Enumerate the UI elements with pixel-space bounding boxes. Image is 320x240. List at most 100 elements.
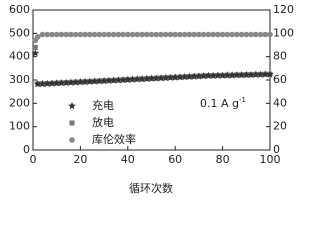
circle-marker [49, 31, 55, 38]
circle-marker [110, 31, 117, 38]
x-tick-label: 80 [216, 153, 230, 166]
circle-marker [115, 31, 122, 38]
y-tick-label: 500 [9, 26, 30, 39]
star-marker [31, 49, 40, 57]
star-marker [48, 79, 56, 87]
annotation-text: 0.1 A g [200, 97, 239, 110]
circle-marker [120, 31, 126, 38]
y2-tick-label: 60 [273, 73, 287, 86]
circle-marker [153, 31, 160, 38]
x-axis-label: 循环次数 [129, 181, 173, 195]
y2-tick-label: 20 [273, 120, 287, 133]
star-marker [71, 78, 80, 86]
star-marker [57, 79, 66, 87]
circle-marker [82, 31, 88, 38]
circle-marker [177, 31, 183, 38]
circle-marker [229, 31, 235, 38]
annotation: 0.1 A g-1 [200, 96, 246, 110]
circle-marker [69, 137, 75, 143]
star-marker [67, 78, 75, 86]
annotation-sup: -1 [239, 96, 246, 104]
star-marker [185, 72, 194, 80]
circle-marker [125, 31, 131, 38]
legend-label: 充电 [92, 98, 114, 112]
circle-marker [87, 31, 93, 38]
circle-marker [148, 31, 155, 38]
star-marker [161, 73, 170, 82]
circle-marker [205, 31, 212, 38]
circle-marker [134, 31, 141, 38]
star-marker [147, 74, 156, 82]
circle-marker [186, 31, 193, 38]
chart: 循环次数 0.1 A g-1 0 20 40 60 80 1000100200300400… [9, 3, 294, 195]
y-tick-label: 0 [23, 143, 30, 156]
legend-label: 库伦效率 [92, 132, 136, 146]
x-tick-label: 100 [260, 153, 281, 166]
star-marker [171, 73, 179, 81]
circle-marker [238, 31, 245, 38]
star-marker [133, 75, 142, 83]
star-marker [90, 77, 99, 85]
star-marker [119, 76, 127, 84]
star-marker [109, 76, 118, 84]
x-tick-label: 60 [168, 153, 182, 166]
circle-marker [77, 31, 84, 38]
star-marker [38, 80, 47, 88]
x-tick-label: 40 [121, 153, 135, 166]
circle-marker [210, 31, 216, 38]
y-tick-label: 100 [9, 120, 30, 133]
star-marker [176, 73, 184, 81]
star-marker [266, 70, 274, 78]
star-marker [105, 76, 113, 84]
star-marker [143, 74, 151, 83]
circle-marker [181, 31, 188, 38]
y2-tick-label: 80 [273, 50, 287, 63]
circle-marker [219, 31, 226, 38]
star-marker [233, 71, 241, 79]
circle-marker [143, 31, 150, 38]
y2-tick-label: 120 [273, 3, 294, 16]
star-marker [242, 70, 251, 79]
star-marker [195, 72, 203, 80]
circle-marker [139, 31, 145, 38]
star-marker [223, 71, 232, 79]
star-marker [100, 76, 108, 85]
circle-marker [191, 31, 197, 38]
circle-marker [243, 31, 250, 38]
circle-marker [224, 31, 231, 38]
circle-marker [196, 31, 202, 38]
circle-marker [215, 31, 221, 38]
y-tick-label: 200 [9, 96, 30, 109]
star-marker [124, 75, 132, 83]
circle-marker [257, 31, 264, 38]
circle-marker [44, 31, 51, 38]
circle-marker [262, 31, 269, 38]
star-marker [214, 71, 222, 79]
x-tick-label: 20 [73, 153, 87, 166]
circle-marker [39, 31, 46, 38]
star-marker [209, 71, 217, 79]
circle-marker [200, 31, 207, 38]
legend-label: 放电 [92, 115, 114, 129]
star-marker [114, 76, 123, 84]
star-marker [199, 72, 208, 80]
circle-marker [234, 31, 240, 38]
circle-marker [34, 34, 41, 40]
star-marker [62, 78, 70, 86]
star-marker [81, 77, 89, 86]
circle-marker [72, 31, 79, 38]
circle-marker [53, 31, 60, 38]
circle-marker [106, 31, 112, 38]
star-marker [95, 77, 104, 85]
square-marker [32, 44, 38, 50]
circle-marker [248, 31, 254, 38]
star-marker [252, 70, 260, 78]
star-marker [218, 71, 227, 79]
circle-marker [101, 31, 107, 38]
y-tick-label: 600 [9, 3, 30, 16]
circle-marker [91, 31, 98, 38]
circle-marker [172, 31, 178, 38]
star-marker [86, 77, 94, 85]
star-marker [128, 75, 137, 83]
square-marker [69, 120, 75, 126]
